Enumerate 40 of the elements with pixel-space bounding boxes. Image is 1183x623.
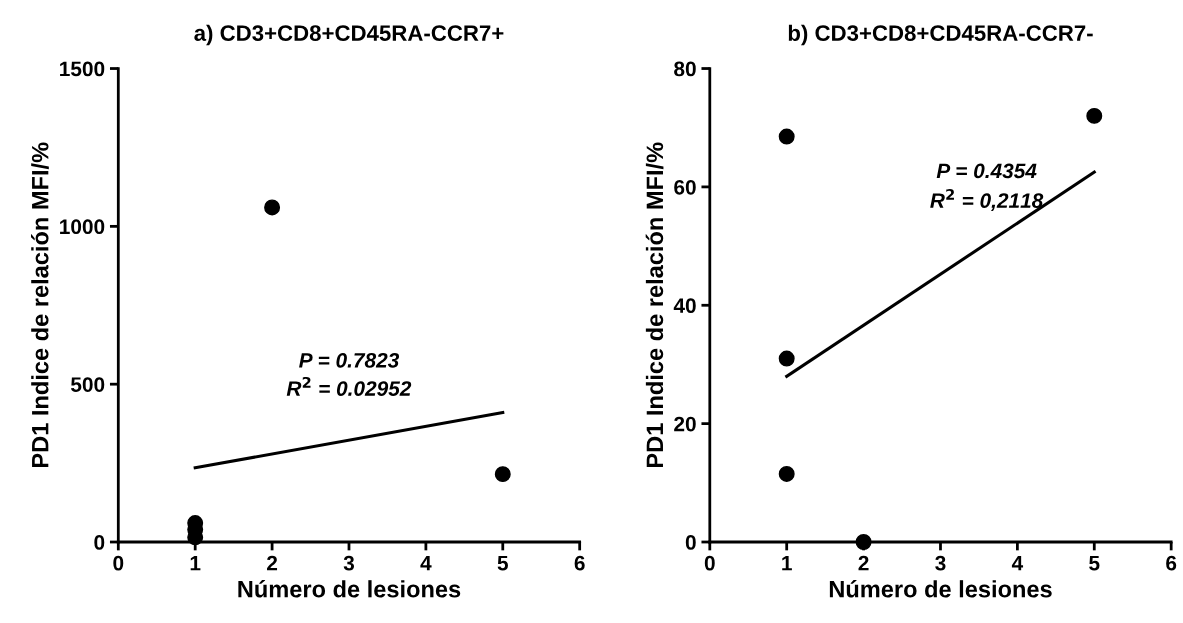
- y-tick-label: 60: [674, 179, 696, 195]
- x-tick-label: 5: [1089, 555, 1100, 571]
- y-axis-title: PD1 Indice de relación MFI/%: [645, 142, 664, 468]
- x-tick-label: 6: [1166, 555, 1177, 571]
- x-tick-label: 0: [113, 555, 124, 571]
- chart-title: a) CD3+CD8+CD45RA-CCR7+: [194, 24, 504, 46]
- annotation: R$^{2}$ = 0.02952: [286, 376, 412, 396]
- point: [1086, 107, 1103, 124]
- y-tick-label: 500: [70, 377, 105, 392]
- point: [778, 128, 795, 145]
- x-tick-label: 1: [782, 555, 792, 571]
- x-tick-label: 2: [267, 555, 278, 571]
- y-tick-label: 0: [94, 535, 105, 550]
- point: [264, 199, 281, 216]
- y-tick-label: 1500: [60, 61, 105, 77]
- x-tick-label: 4: [420, 555, 432, 571]
- y-tick-label: 80: [674, 61, 696, 77]
- x-axis-title: Número de lesiones: [829, 579, 1052, 598]
- y-tick-label: 20: [674, 416, 696, 432]
- annotation: P = 0.7823: [299, 352, 400, 368]
- x-tick-label: 0: [704, 555, 715, 571]
- y-tick-label: 0: [685, 535, 696, 550]
- x-tick-label: 3: [935, 555, 946, 571]
- annotation: R$^{2}$ = 0,2118: [930, 188, 1044, 211]
- y-axis-title: PD1 Indice de relación MFI/%: [30, 142, 49, 468]
- x-tick-label: 5: [497, 555, 508, 571]
- chart-title: b) CD3+CD8+CD45RA-CCR7-: [788, 24, 1093, 46]
- x-axis-title: Número de lesiones: [238, 579, 461, 598]
- annotation: P = 0.4354: [936, 163, 1037, 179]
- y-tick-label: 1000: [60, 219, 105, 235]
- x-tick-label: 4: [1011, 555, 1024, 571]
- x-tick-label: 3: [343, 555, 355, 571]
- point: [494, 466, 511, 483]
- point: [778, 465, 795, 482]
- x-tick-label: 2: [858, 555, 869, 571]
- point: [778, 350, 795, 367]
- y-tick-label: 40: [673, 298, 696, 314]
- point: [855, 534, 872, 550]
- x-tick-label: 6: [574, 555, 585, 571]
- x-tick-label: 1: [190, 555, 201, 571]
